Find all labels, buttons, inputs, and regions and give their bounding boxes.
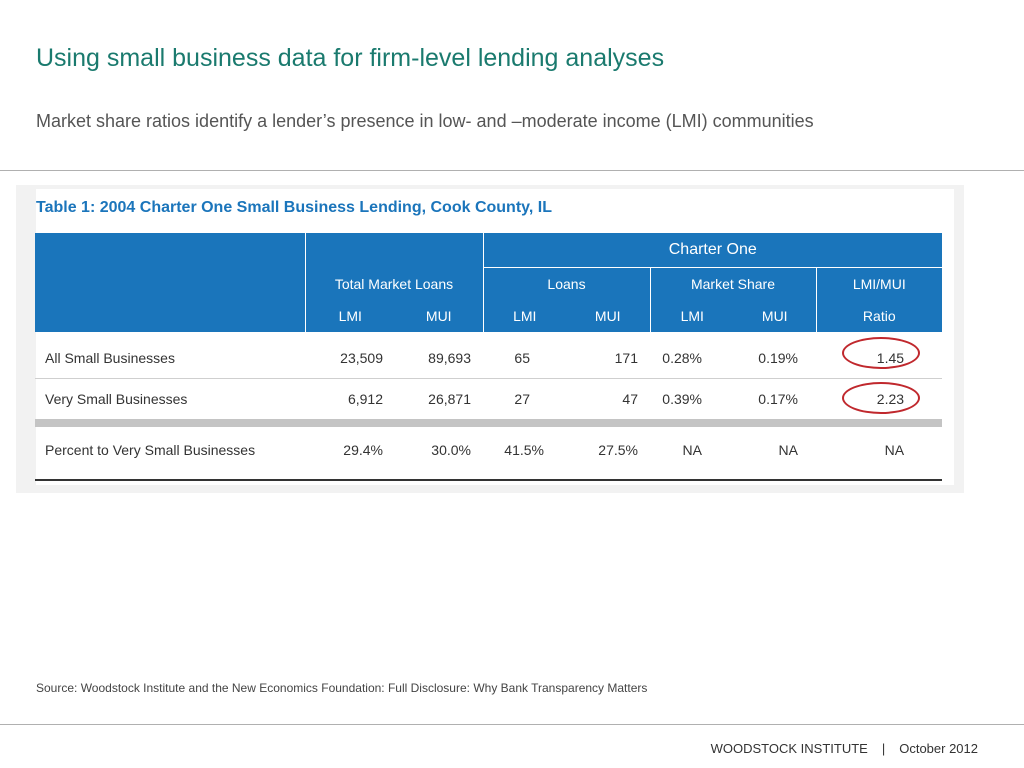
lending-table: Charter One Total Market Loans Loans Mar… [35, 233, 943, 473]
row-separator [35, 419, 943, 427]
cell-loans-mui: 171 [614, 350, 638, 366]
cell-total-lmi: 23,509 [340, 350, 383, 366]
footer-separator: | [881, 741, 886, 756]
header-mui: MUI [395, 300, 483, 332]
header-blank [35, 267, 305, 300]
cell-share-mui: 0.17% [734, 378, 816, 419]
cell-total-mui: 89,693 [428, 350, 471, 366]
header-blank [304, 233, 483, 268]
cell-loans-lmi: 65 [514, 350, 530, 366]
header-market-share: Market Share [649, 267, 816, 300]
cell-share-mui: NA [778, 442, 798, 458]
highlight-circle [842, 337, 920, 369]
row-label: All Small Businesses [45, 350, 175, 366]
source-note: Source: Woodstock Institute and the New … [36, 681, 648, 695]
footer: WOODSTOCK INSTITUTE | October 2012 [711, 741, 978, 756]
header-charter-one: Charter One [482, 233, 943, 268]
slide-subtitle: Market share ratios identify a lender’s … [36, 111, 814, 131]
cell-share-lmi: NA [682, 442, 702, 458]
header-blank [35, 233, 305, 268]
divider [0, 170, 1024, 171]
slide-title: Using small business data for firm-level… [36, 44, 665, 72]
cell-loans-mui: 47 [566, 378, 650, 419]
table-row: All Small Businesses 23,509 89,693 65 17… [35, 332, 942, 379]
cell-share-lmi: 0.39% [650, 378, 734, 419]
table-bottom-rule [35, 479, 942, 481]
cell-total-mui: 26,871 [395, 378, 483, 419]
table-row: Percent to Very Small Businesses 29.4% 3… [35, 427, 942, 473]
header-loans: Loans [482, 267, 650, 300]
cell-loans-lmi: 41.5% [504, 442, 544, 458]
cell-share-mui: 0.19% [758, 350, 798, 366]
cell-loans-lmi: 27 [483, 378, 566, 419]
footer-date: October 2012 [899, 741, 978, 756]
table-caption: Table 1: 2004 Charter One Small Business… [36, 199, 552, 216]
cell-loans-mui: 27.5% [598, 442, 638, 458]
cell-share-lmi: 0.28% [662, 350, 702, 366]
header-blank [35, 300, 305, 332]
header-lmi: LMI [649, 300, 734, 332]
header-total-market-loans: Total Market Loans [304, 267, 483, 300]
header-lmi: LMI [304, 300, 395, 332]
highlight-circle [842, 382, 920, 414]
footer-divider [0, 724, 1024, 725]
header-mui: MUI [566, 300, 650, 332]
row-label: Very Small Businesses [35, 378, 305, 419]
header-lmi-mui: LMI/MUI [815, 267, 943, 300]
cell-total-lmi: 29.4% [343, 442, 383, 458]
row-label: Percent to Very Small Businesses [45, 442, 256, 458]
cell-total-mui: 30.0% [431, 442, 471, 458]
footer-org: WOODSTOCK INSTITUTE [710, 741, 868, 756]
table-row: Very Small Businesses 6,912 26,871 27 47… [35, 378, 943, 419]
header-ratio: Ratio [815, 300, 943, 332]
cell-total-lmi: 6,912 [305, 378, 395, 419]
header-lmi: LMI [482, 300, 566, 332]
header-mui: MUI [734, 300, 816, 332]
cell-ratio: NA [884, 442, 905, 458]
